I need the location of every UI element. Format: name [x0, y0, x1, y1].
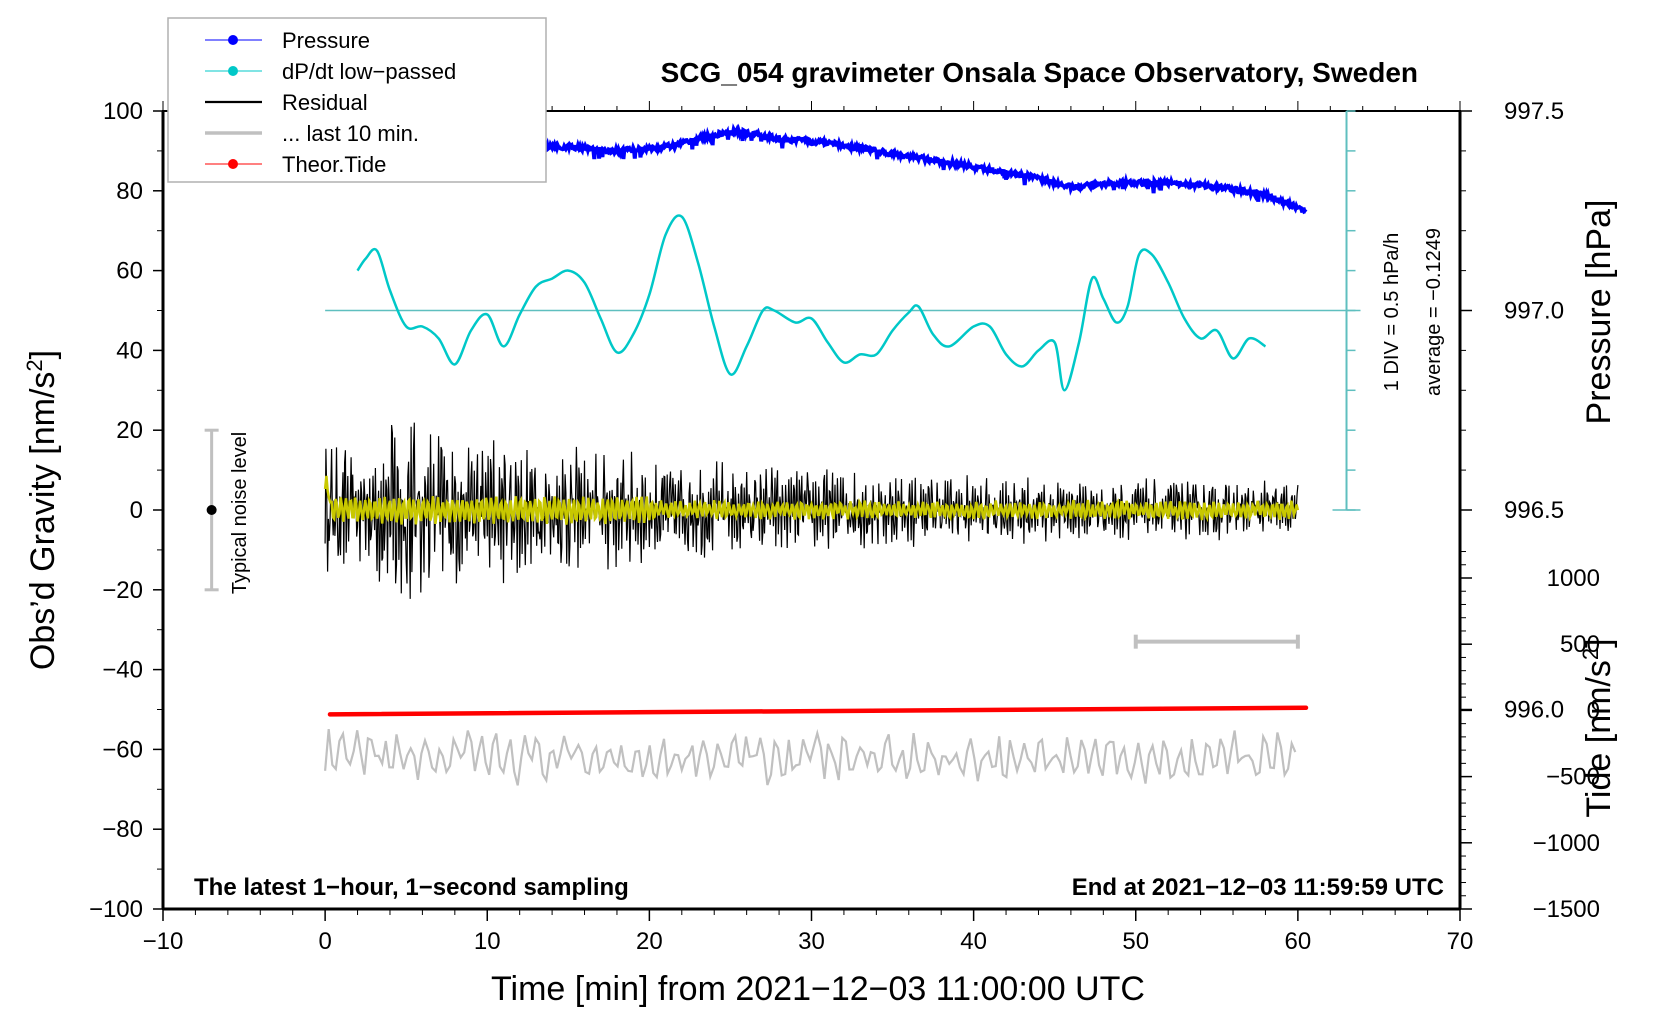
x-tick-label: 0 — [318, 928, 331, 955]
y-tick-label: 40 — [116, 337, 143, 364]
y-tick-label: −100 — [89, 896, 143, 923]
x-axis-title: Time [min] from 2021−12−03 11:00:00 UTC — [491, 970, 1145, 1008]
tide-tick-label: 500 — [1560, 631, 1600, 658]
legend-label: Theor.Tide — [282, 152, 386, 177]
series-residual-lowpassed — [323, 475, 1300, 525]
noise-level-indicator — [204, 428, 219, 592]
left-y-axis: −100 −80 −60 −40 −20 0 20 40 60 80 100 — [89, 98, 165, 923]
series-residual — [324, 422, 1299, 599]
chart-title: SCG_054 gravimeter Onsala Space Observat… — [661, 57, 1418, 88]
pressure-tick-label: 997.5 — [1504, 98, 1564, 125]
y-tick-label: 60 — [116, 258, 143, 285]
y-tick-label: 0 — [130, 497, 143, 524]
right-y-axis: 996.0996.5997.0997.5998.0−1500−1000−5000… — [1458, 98, 1600, 923]
pressure-tick-label: 996.5 — [1504, 497, 1564, 524]
legend-box — [167, 17, 547, 183]
series-theor-tide — [327, 705, 1309, 717]
x-tick-label: 60 — [1285, 928, 1312, 955]
y-tick-label: −80 — [102, 816, 143, 843]
pressure-tick-label: 997.0 — [1504, 298, 1564, 325]
series-last-10-min — [324, 728, 1297, 786]
y-tick-label: 20 — [116, 417, 143, 444]
end-time-note: End at 2021−12−03 11:59:59 UTC — [1072, 874, 1444, 901]
legend-label: dP/dt low−passed — [282, 59, 456, 84]
noise-level-label: Typical noise level — [229, 432, 251, 594]
dpdt-div-label: 1 DIV = 0.5 hPa/h — [1381, 233, 1403, 391]
dpdt-average-label: average = −0.1249 — [1423, 228, 1445, 396]
legend: Pressure dP/dt low−passed Residual ... last… — [167, 17, 547, 183]
x-axis: −10 0 10 20 30 40 50 60 70 — [143, 907, 1474, 955]
dpdt-axis — [325, 110, 1361, 511]
series-group — [323, 123, 1309, 786]
pressure-axis-title: Pressure [hPa] — [1580, 200, 1618, 425]
y-tick-label: 80 — [116, 178, 143, 205]
plot-area — [162, 110, 1461, 910]
y-tick-label: 100 — [103, 98, 143, 125]
sampling-note: The latest 1−hour, 1−second sampling — [194, 874, 629, 901]
tide-tick-label: 0 — [1587, 697, 1600, 724]
legend-label: ... last 10 min. — [282, 121, 419, 146]
x-tick-label: 40 — [960, 928, 987, 955]
series-dpdt-lowpassed — [356, 214, 1267, 392]
legend-swatch-dot — [228, 66, 238, 76]
legend-swatch-dot — [228, 35, 238, 45]
legend-label: Residual — [282, 90, 368, 115]
pressure-tick-label: 996.0 — [1504, 697, 1564, 724]
tide-axis-title: Tide [nm/s2] — [1578, 638, 1618, 817]
noise-center-dot — [206, 505, 217, 515]
y-tick-label: −20 — [102, 577, 143, 604]
x-tick-label: 10 — [474, 928, 501, 955]
tide-tick-label: −1000 — [1533, 830, 1600, 857]
tide-tick-label: 1000 — [1547, 565, 1600, 592]
legend-swatch-dot — [228, 159, 238, 169]
x-tick-label: 30 — [798, 928, 825, 955]
legend-label: Pressure — [282, 28, 370, 53]
y-tick-label: −60 — [102, 736, 143, 763]
x-tick-label: 70 — [1447, 928, 1474, 955]
x-tick-label: 20 — [636, 928, 663, 955]
tide-tick-label: −500 — [1546, 764, 1600, 791]
x-tick-label: 50 — [1122, 928, 1149, 955]
x-tick-label: −10 — [143, 928, 184, 955]
y-tick-label: −40 — [102, 657, 143, 684]
tide-tick-label: −1500 — [1533, 896, 1600, 923]
y-axis-title: Obs’d Gravity [nm/s2] — [22, 350, 62, 670]
